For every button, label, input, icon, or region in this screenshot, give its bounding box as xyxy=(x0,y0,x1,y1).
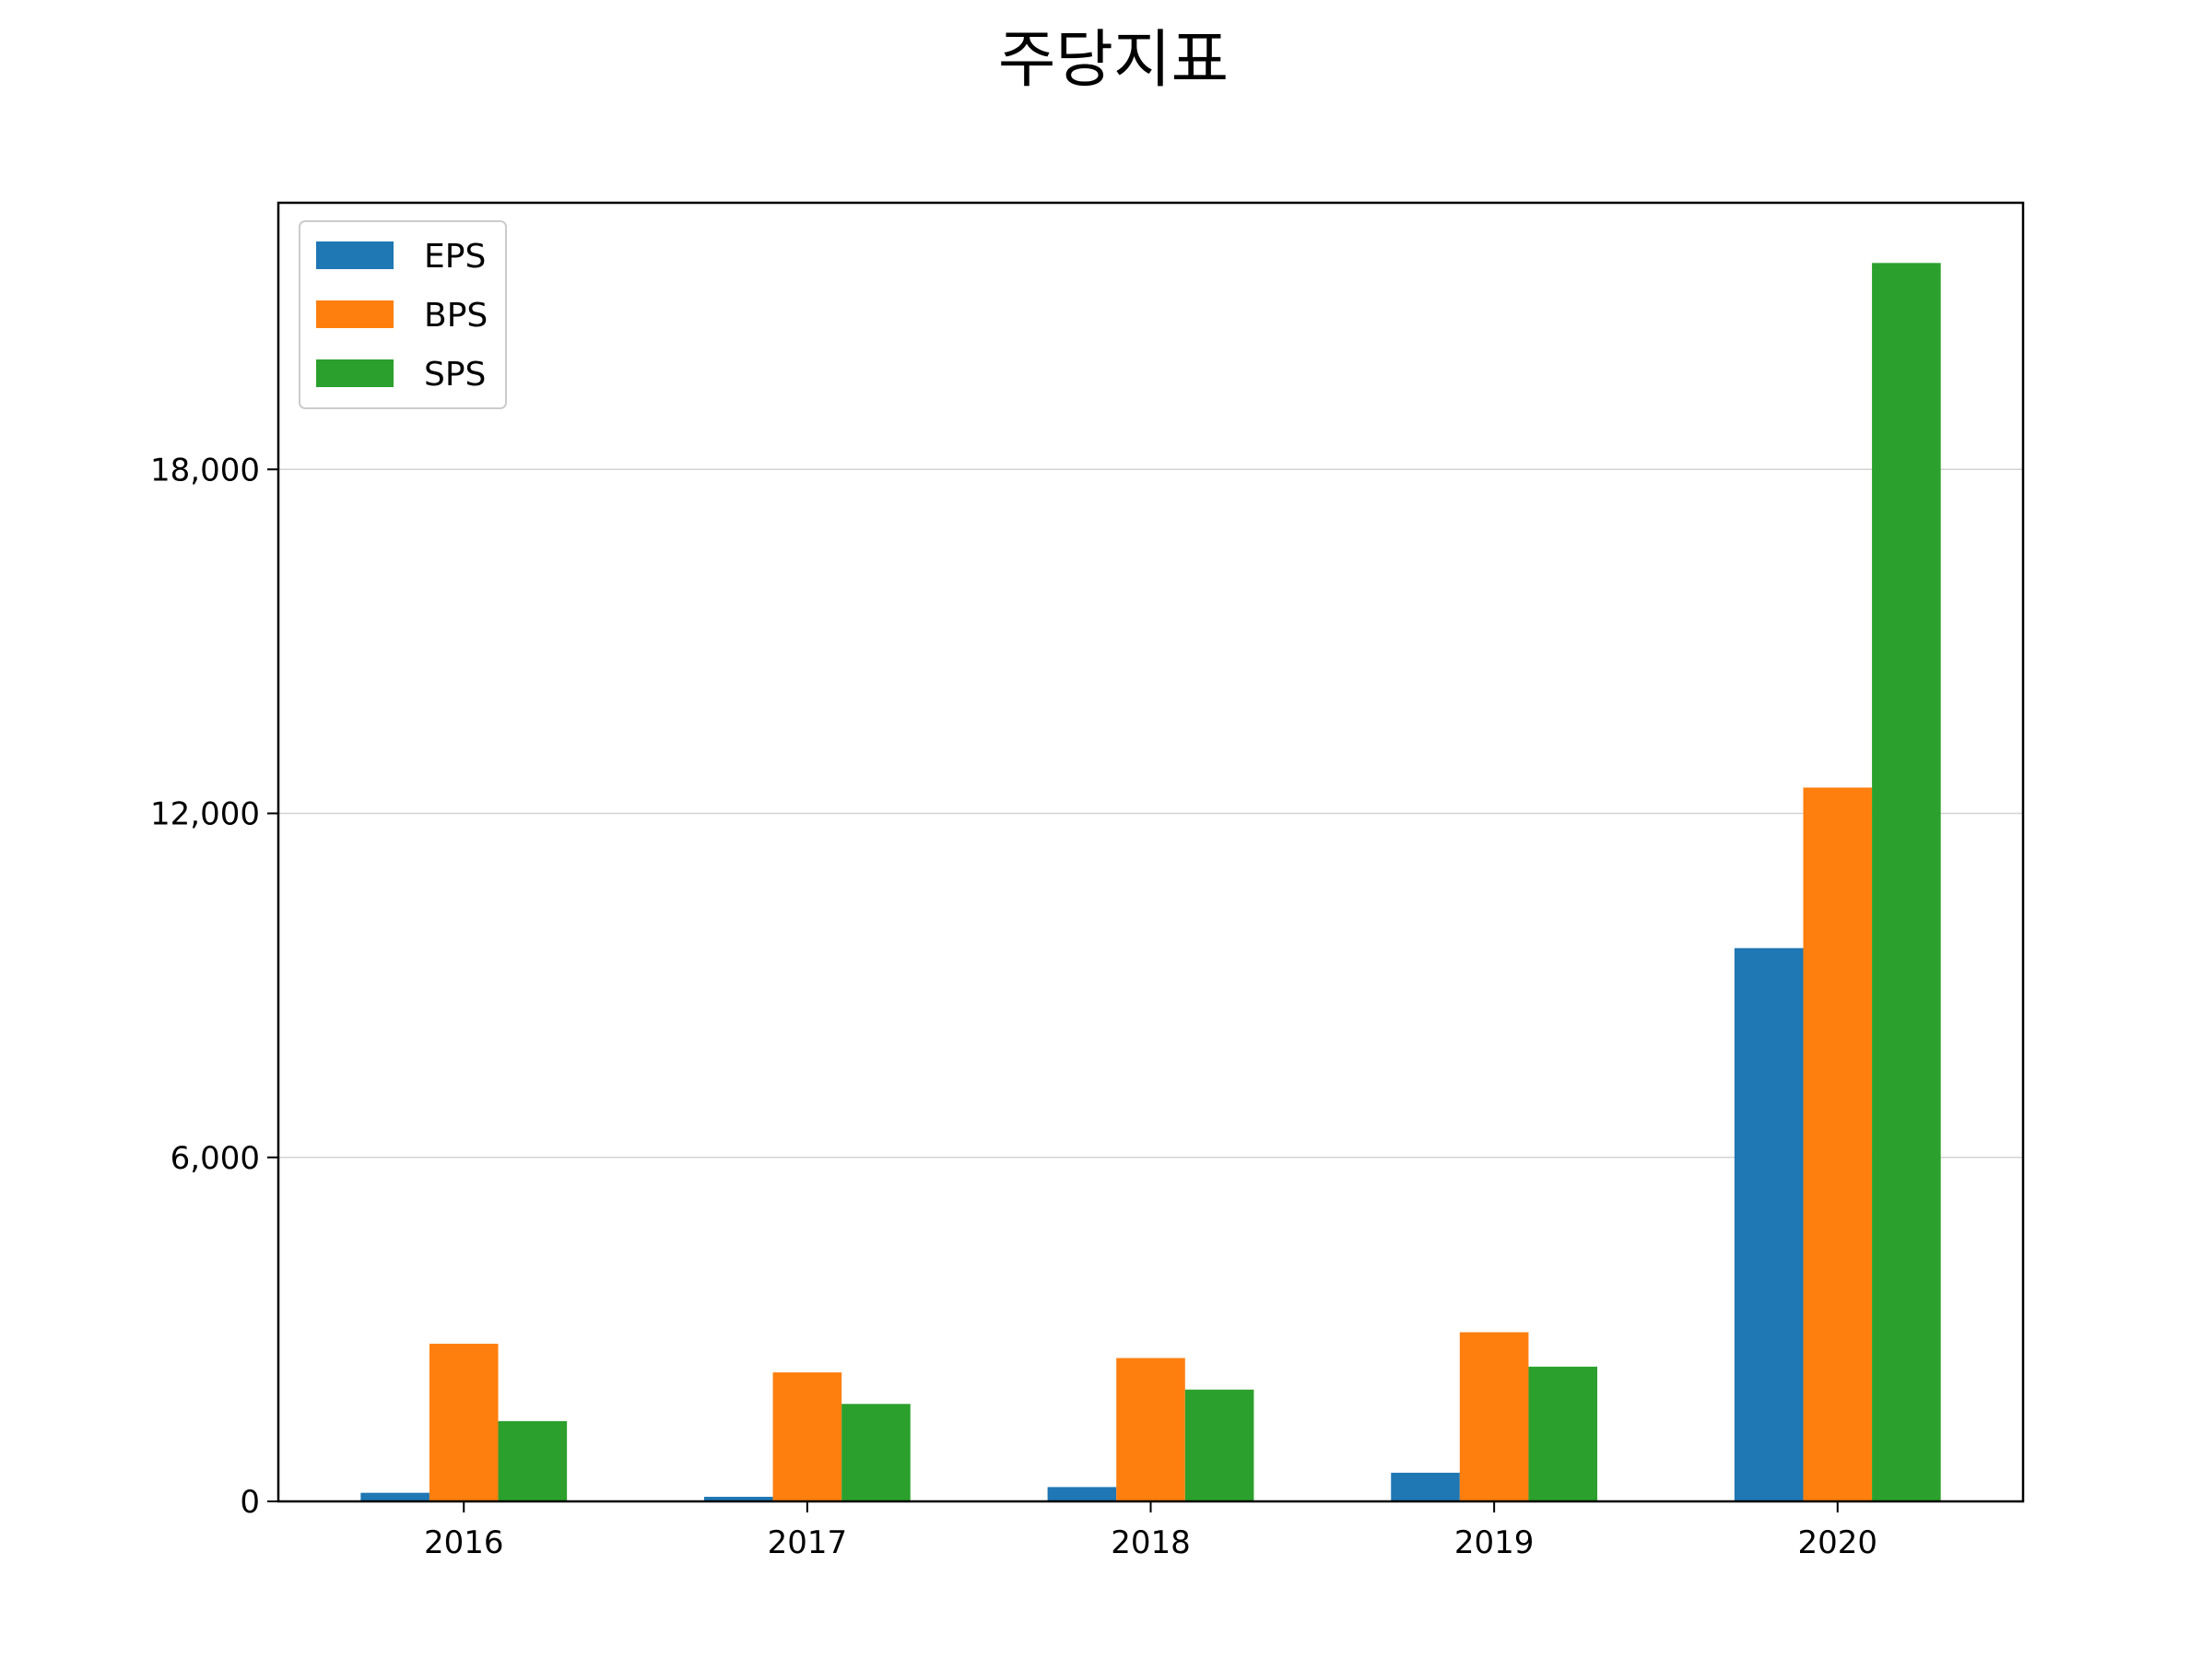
y-tick-label: 18,000 xyxy=(150,452,260,488)
legend: EPS BPS SPS xyxy=(299,220,507,409)
x-tick-label: 2020 xyxy=(1798,1524,1878,1561)
bar-sps-2020 xyxy=(1872,263,1941,1501)
y-axis: 0 6,000 12,000 18,000 xyxy=(150,452,278,1521)
bar-eps-2018 xyxy=(1047,1487,1117,1501)
bar-eps-2017 xyxy=(703,1497,773,1501)
bar-bps-2016 xyxy=(429,1343,499,1501)
legend-swatch-eps xyxy=(316,241,394,269)
bar-bps-2017 xyxy=(772,1372,842,1501)
legend-label-eps: EPS xyxy=(424,238,486,276)
legend-swatch-bps xyxy=(316,300,394,328)
x-axis: 2016 2017 2018 2019 2020 xyxy=(424,1501,1877,1561)
chart-title: 주당지표 xyxy=(998,24,1229,97)
y-gridlines xyxy=(278,468,2023,1159)
bar-bps-2020 xyxy=(1803,787,1873,1501)
bar-bps-2018 xyxy=(1116,1358,1185,1501)
bar-sps-2018 xyxy=(1184,1389,1254,1501)
y-tick-label: 12,000 xyxy=(150,796,260,833)
bar-eps-2020 xyxy=(1734,947,1804,1501)
bar-sps-2017 xyxy=(841,1404,911,1501)
legend-label-bps: BPS xyxy=(424,297,488,335)
bars xyxy=(360,263,1941,1501)
bar-sps-2019 xyxy=(1528,1366,1598,1501)
y-tick-label: 6,000 xyxy=(171,1140,260,1177)
bar-sps-2016 xyxy=(498,1420,568,1501)
x-tick-label: 2019 xyxy=(1454,1524,1535,1561)
x-tick-label: 2016 xyxy=(424,1524,504,1561)
bar-eps-2016 xyxy=(360,1492,429,1501)
bar-eps-2019 xyxy=(1391,1472,1460,1501)
legend-label-sps: SPS xyxy=(424,356,486,394)
bar-bps-2019 xyxy=(1459,1332,1529,1501)
x-tick-label: 2018 xyxy=(1111,1524,1191,1561)
y-tick-label: 0 xyxy=(240,1484,260,1521)
legend-swatch-sps xyxy=(316,359,394,387)
x-tick-label: 2017 xyxy=(768,1524,848,1561)
